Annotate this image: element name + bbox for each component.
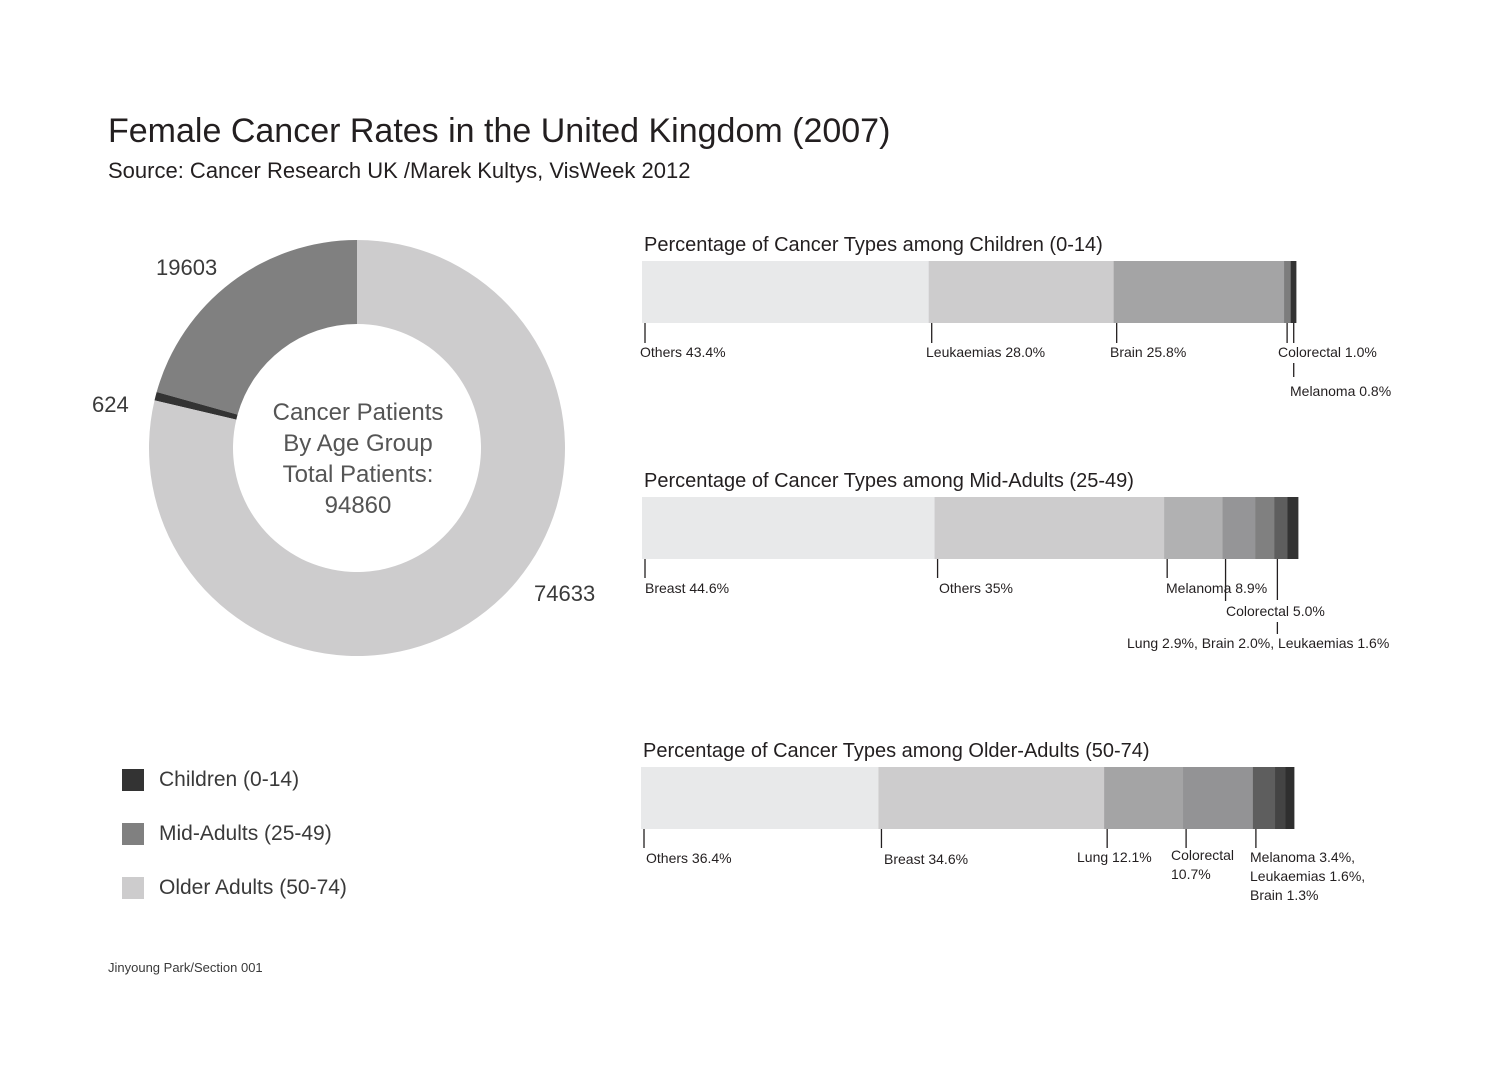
footer-credit: Jinyoung Park/Section 001 <box>108 960 263 975</box>
legend-swatch-children <box>122 769 144 791</box>
stacked-bar-3: Percentage of Cancer Types among Older-A… <box>641 740 1365 903</box>
bar-segment-melanoma <box>1252 767 1276 829</box>
segment-label: Leukaemias 28.0% <box>926 344 1045 360</box>
bar-title-2: Percentage of Cancer Types among Mid-Adu… <box>644 470 1134 492</box>
donut-slice-older-adults <box>149 240 565 656</box>
legend-swatch-older-adults <box>122 877 144 899</box>
bar-segment-melanoma <box>1290 261 1297 323</box>
bar-segment-colorectal <box>1183 767 1254 829</box>
donut-center-line-4: 94860 <box>324 492 392 519</box>
segment-label: Breast 44.6% <box>645 580 729 596</box>
bar-segment-lung <box>1104 767 1184 829</box>
bar-segment-breast <box>642 497 935 559</box>
bar-segment-colorectal <box>1284 261 1292 323</box>
donut-slice-mid-adults <box>156 240 357 415</box>
bar-segment-leukaemias <box>928 261 1115 323</box>
segment-label: Melanoma 8.9% <box>1166 580 1267 596</box>
bar-segment-leukaemias <box>1287 497 1299 559</box>
donut-center-line-3: Total Patients: <box>282 461 434 488</box>
donut-label-children: 624 <box>92 392 129 417</box>
segment-label: Lung 12.1% <box>1077 849 1152 865</box>
bar-segment-others <box>641 767 879 829</box>
bar-segment-others <box>934 497 1165 559</box>
bar-segment-colorectal <box>1222 497 1256 559</box>
segment-label: Melanoma 3.4%, Leukaemias 1.6%, Brain 1.3% <box>1250 849 1365 903</box>
bar-segment-brain <box>1274 497 1288 559</box>
chart-subtitle: Source: Cancer Research UK /Marek Kultys… <box>108 158 691 183</box>
stacked-bar-2: Percentage of Cancer Types among Mid-Adu… <box>642 470 1389 651</box>
segment-label: Lung 2.9%, Brain 2.0%, Leukaemias 1.6% <box>1127 635 1389 651</box>
bar-segment-others <box>642 261 930 323</box>
donut-chart <box>149 240 565 656</box>
bar-segment-breast <box>878 767 1105 829</box>
bar-segment-leukaemias <box>1275 767 1286 829</box>
segment-label: Brain 25.8% <box>1110 344 1186 360</box>
donut-center-line-1: Cancer Patients <box>272 399 444 426</box>
segment-label: Melanoma 0.8% <box>1290 383 1391 399</box>
legend-label-children: Children (0-14) <box>159 768 300 791</box>
segment-label: Others 43.4% <box>640 344 726 360</box>
stacked-bar-1: Percentage of Cancer Types among Childre… <box>640 234 1391 399</box>
segment-label: Breast 34.6% <box>884 851 968 867</box>
bar-title-1: Percentage of Cancer Types among Childre… <box>644 234 1103 256</box>
segment-label: Colorectal 1.0% <box>1278 344 1377 360</box>
segment-label: Others 36.4% <box>646 850 732 866</box>
donut-slice-children <box>154 392 238 420</box>
legend-label-older-adults: Older Adults (50-74) <box>159 876 347 899</box>
bar-segment-lung <box>1255 497 1275 559</box>
segment-label: Colorectal 10.7% <box>1171 847 1234 882</box>
bar-title-3: Percentage of Cancer Types among Older-A… <box>643 740 1150 762</box>
donut-label-mid-adults: 19603 <box>156 255 218 280</box>
legend-swatch-mid-adults <box>122 823 144 845</box>
bar-segment-brain <box>1285 767 1295 829</box>
segment-label: Others 35% <box>939 580 1013 596</box>
segment-label: Colorectal 5.0% <box>1226 603 1325 619</box>
donut-center-text: Cancer Patients By Age Group Total Patie… <box>258 397 458 521</box>
legend-label-mid-adults: Mid-Adults (25-49) <box>159 822 332 845</box>
donut-label-older-adults: 74633 <box>534 581 596 606</box>
bar-segment-brain <box>1113 261 1285 323</box>
donut-center-line-2: By Age Group <box>283 430 433 457</box>
bar-segment-melanoma <box>1164 497 1223 559</box>
chart-title: Female Cancer Rates in the United Kingdo… <box>108 112 891 150</box>
